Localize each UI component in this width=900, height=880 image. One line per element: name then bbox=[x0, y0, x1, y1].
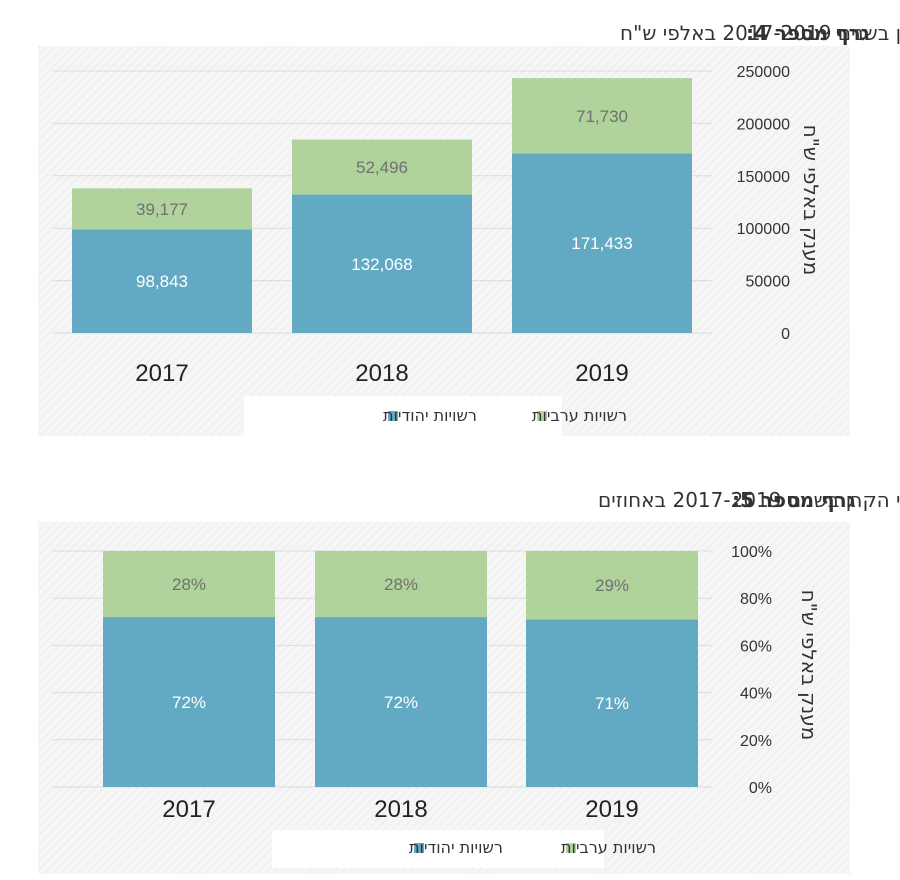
chart-4-title-bold: גרף מספר 4: bbox=[746, 21, 870, 45]
chart-5-bar-jewish-2018 bbox=[315, 617, 487, 787]
chart-4-y-tick-label: 150000 bbox=[737, 169, 790, 186]
chart-4-legend: רשויות ערביות רשויות יהודיות bbox=[244, 396, 627, 436]
chart-5-data-label: 72% bbox=[172, 693, 206, 712]
chart-5-y-tick-label: 60% bbox=[740, 638, 772, 655]
chart-4-bar-arab-2019 bbox=[512, 78, 692, 154]
chart-4-data-label: 171,433 bbox=[571, 234, 632, 253]
chart-5-y-tick-label: 0% bbox=[749, 780, 772, 797]
chart-4-data-label: 71,730 bbox=[576, 107, 628, 126]
chart-5-legend-label-jewish: רשויות יהודיות bbox=[409, 838, 503, 857]
chart-5-y-tick-label: 100% bbox=[731, 544, 772, 561]
chart-4-x-tick-label: 2019 bbox=[575, 360, 628, 387]
chart-4-data-label: 39,177 bbox=[136, 200, 188, 219]
chart-5-legend: רשויות ערביות רשויות יהודיות bbox=[272, 830, 656, 868]
chart-4-bar-arab-2017 bbox=[72, 188, 252, 230]
chart-4-bar-jewish-2018 bbox=[292, 194, 472, 333]
chart-5-data-label: 72% bbox=[384, 693, 418, 712]
chart-5-bar-arab-2017 bbox=[103, 551, 275, 618]
chart-4-x-tick-label: 2018 bbox=[355, 360, 408, 387]
chart-5-x-tick-label: 2019 bbox=[585, 796, 638, 823]
chart-4-y-tick-label: 100000 bbox=[737, 221, 790, 238]
chart-5-y-axis-label: מענק באלפי ש"ח bbox=[797, 590, 821, 741]
chart-4: גרף מספר 4: חלוקת כספי הקרן בשנים 2017-2… bbox=[38, 21, 900, 436]
chart-5-legend-swatch-jewish bbox=[414, 843, 424, 853]
chart-4-bar-arab-2018 bbox=[292, 139, 472, 195]
chart-5-legend-label-arab: רשויות ערביות bbox=[561, 838, 656, 857]
chart-4-legend-label-arab: רשויות ערביות bbox=[532, 406, 627, 425]
chart-5-bar-arab-2019 bbox=[526, 551, 698, 620]
chart-5-y-tick-label: 40% bbox=[740, 686, 772, 703]
chart-5-title-rest: חלוקת כספי הקרן בשנים 2017-2019 באחוזים bbox=[598, 488, 900, 512]
chart-5-data-label: 29% bbox=[595, 576, 629, 595]
chart-5-data-label: 28% bbox=[384, 575, 418, 594]
chart-4-data-label: 98,843 bbox=[136, 272, 188, 291]
chart-5-x-tick-label: 2017 bbox=[162, 796, 215, 823]
chart-5-bar-arab-2018 bbox=[315, 551, 487, 618]
chart-4-data-label: 52,496 bbox=[356, 158, 408, 177]
chart-5-y-tick-label: 80% bbox=[740, 591, 772, 608]
chart-4-data-label: 132,068 bbox=[351, 255, 412, 274]
chart-4-y-axis-label: מענק באלפי ש"ח bbox=[799, 125, 823, 276]
chart-5-bar-jewish-2017 bbox=[103, 617, 275, 787]
chart-5-data-label: 71% bbox=[595, 694, 629, 713]
chart-5-x-tick-label: 2018 bbox=[374, 796, 427, 823]
chart-5: גרף מספר 5: חלוקת כספי הקרן בשנים 2017-2… bbox=[38, 488, 900, 874]
chart-4-x-tick-label: 2017 bbox=[135, 360, 188, 387]
chart-4-title-rest: חלוקת כספי הקרן בשנים 2017-2019 באלפי ש"… bbox=[620, 21, 900, 45]
chart-4-bar-jewish-2019 bbox=[512, 153, 692, 333]
chart-5-data-label: 28% bbox=[172, 575, 206, 594]
chart-4-y-tick-label: 0 bbox=[781, 326, 790, 343]
chart-5-title-bold: גרף מספר 5: bbox=[732, 488, 856, 512]
chart-4-bar-jewish-2017 bbox=[72, 229, 252, 333]
chart-4-legend-swatch-jewish bbox=[388, 411, 398, 421]
chart-4-y-tick-label: 250000 bbox=[737, 64, 790, 81]
chart-4-y-tick-label: 50000 bbox=[746, 274, 791, 291]
chart-5-y-tick-label: 20% bbox=[740, 733, 772, 750]
chart-5-bar-jewish-2019 bbox=[526, 619, 698, 787]
chart-4-y-tick-label: 200000 bbox=[737, 116, 790, 133]
chart-4-legend-swatch-arab bbox=[537, 411, 547, 421]
chart-4-legend-label-jewish: רשויות יהודיות bbox=[383, 406, 477, 425]
chart-5-legend-swatch-arab bbox=[566, 843, 576, 853]
